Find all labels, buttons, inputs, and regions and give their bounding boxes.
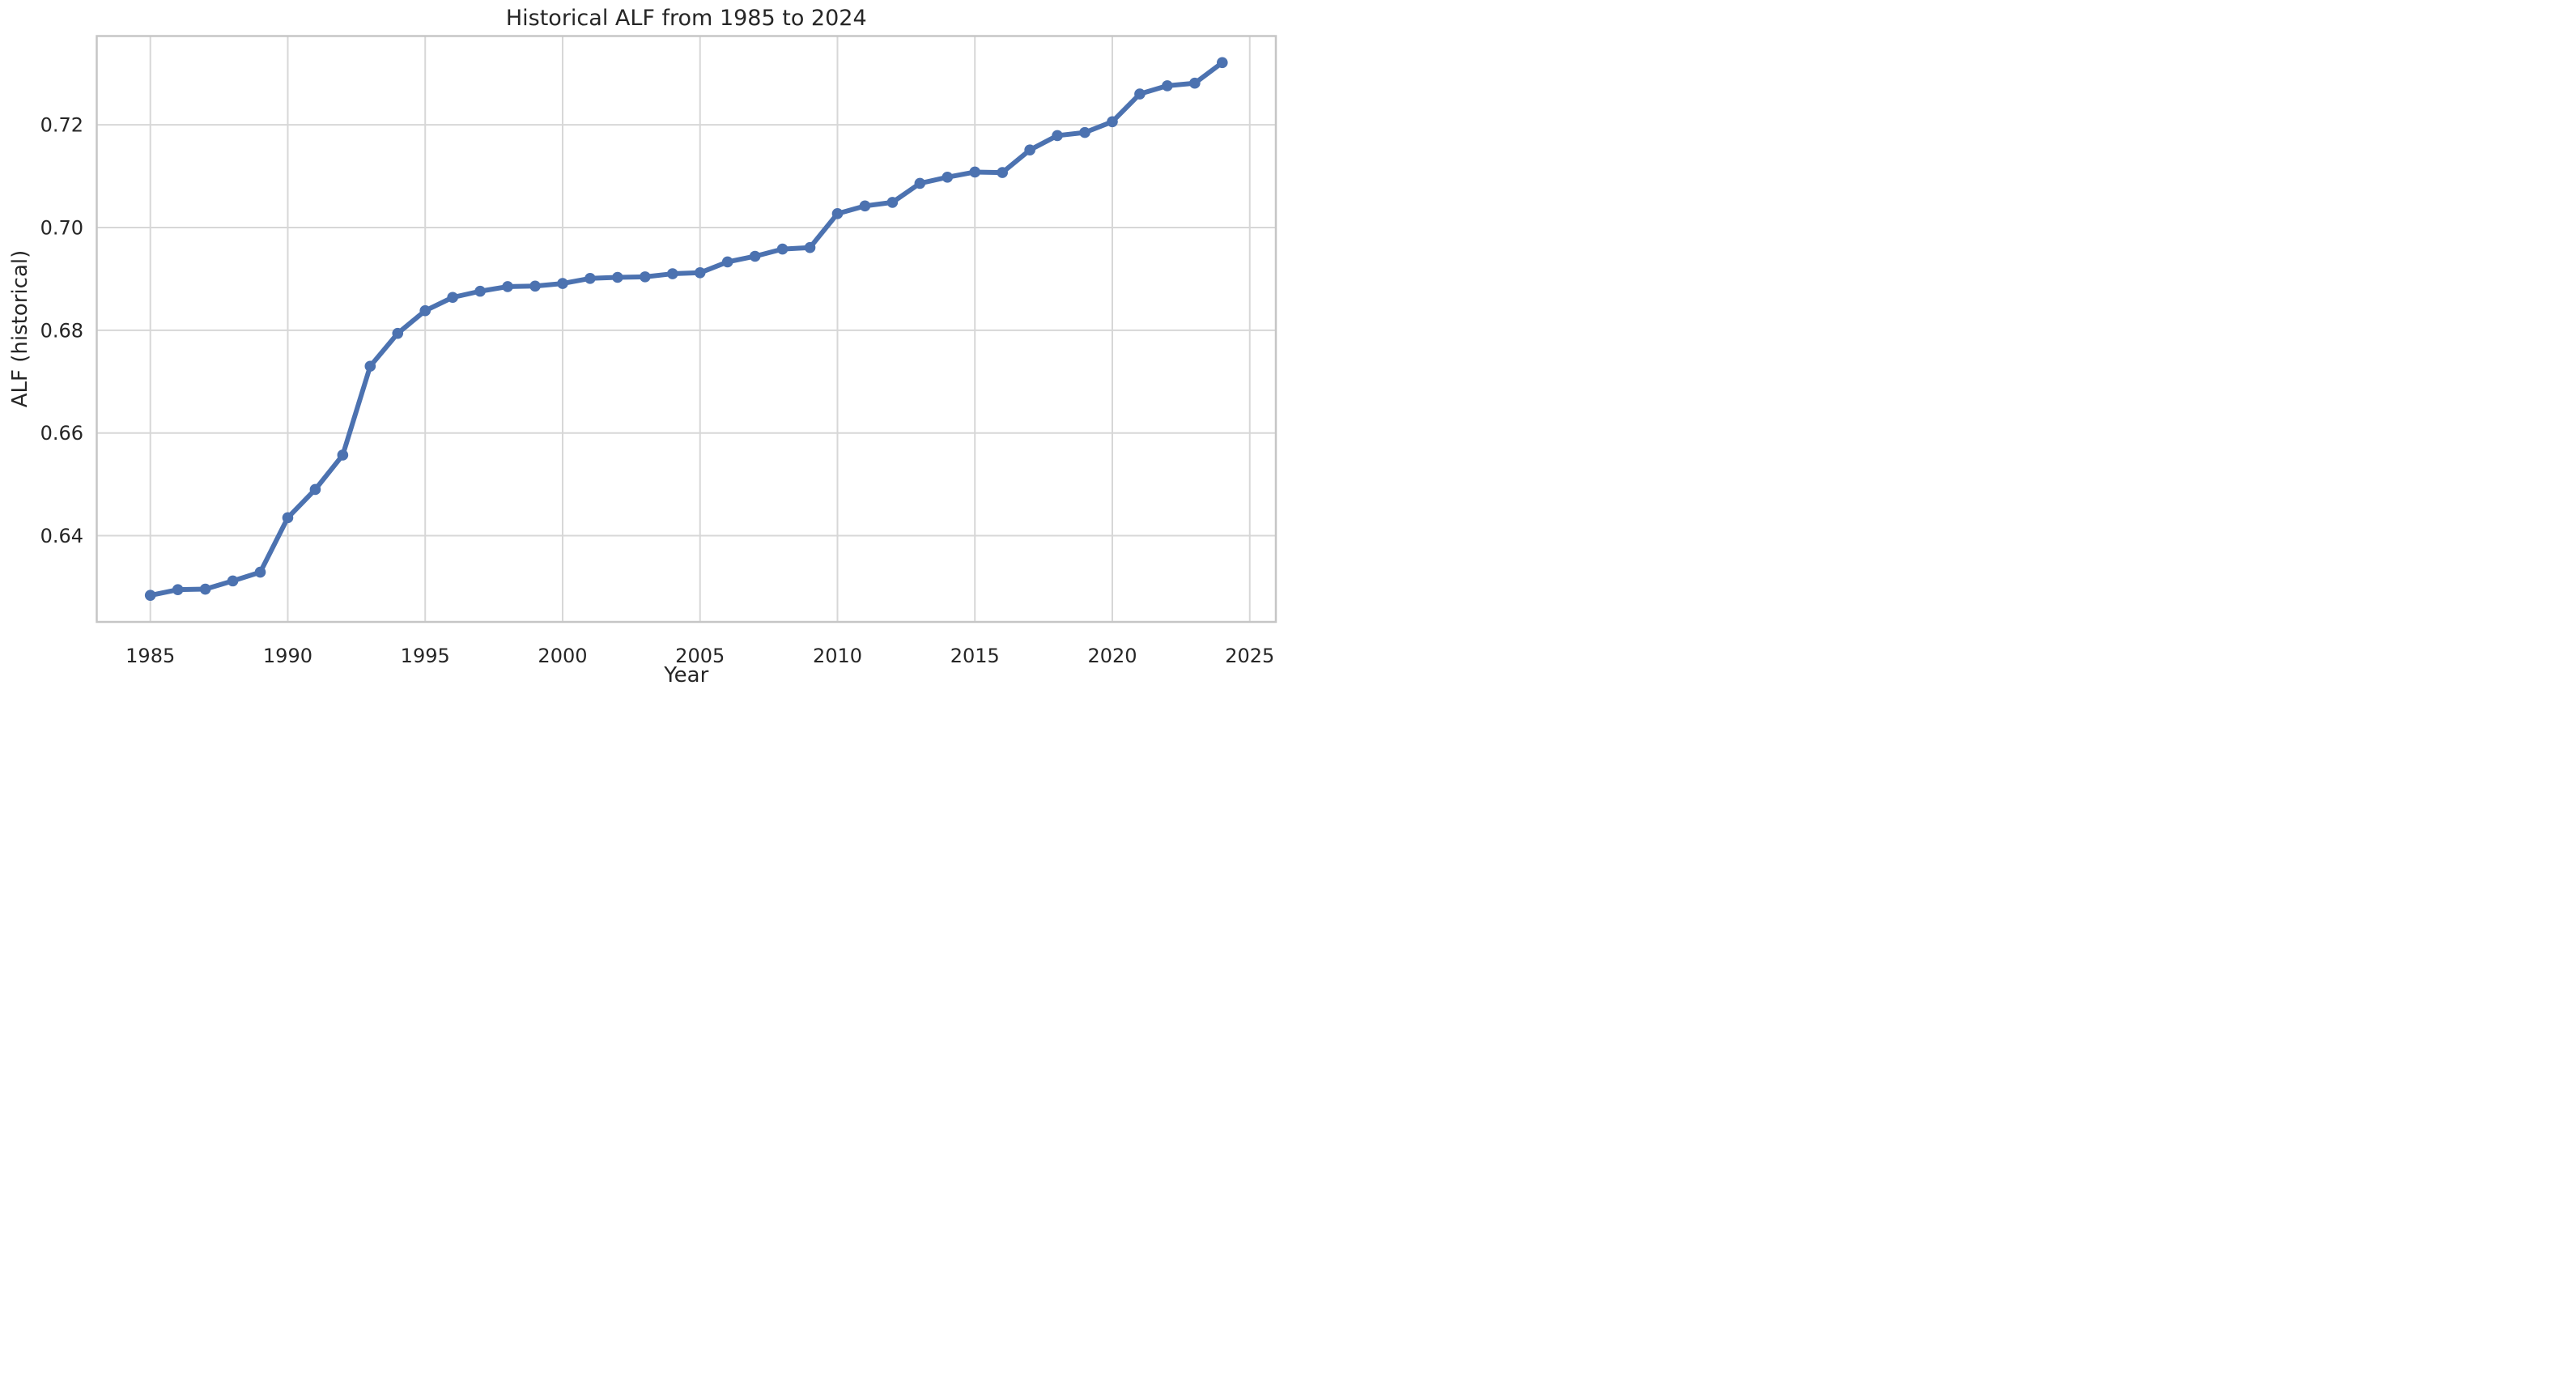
chart-title: Historical ALF from 1985 to 2024 xyxy=(506,6,867,31)
data-point-marker xyxy=(1107,116,1118,128)
x-tick-label: 1985 xyxy=(125,645,175,667)
x-tick-label: 2015 xyxy=(950,645,1000,667)
data-point-marker xyxy=(199,583,211,595)
y-tick-label: 0.72 xyxy=(40,114,83,137)
data-point-marker xyxy=(392,327,404,339)
y-tick-labels: 0.64 0.66 0.68 0.70 0.72 xyxy=(40,114,83,547)
data-point-marker xyxy=(447,292,458,304)
data-point-marker xyxy=(749,250,761,262)
plot-canvas: 1985 1990 1995 2000 2005 2010 2015 2020 2025 0.6… xyxy=(8,6,1277,688)
data-point-marker xyxy=(666,268,678,279)
data-point-marker xyxy=(502,281,513,292)
data-point-marker xyxy=(804,241,816,253)
data-point-marker xyxy=(364,360,376,372)
x-tick-label: 2010 xyxy=(813,645,862,667)
data-point-marker xyxy=(1024,144,1035,155)
x-tick-label: 2020 xyxy=(1087,645,1137,667)
data-point-marker xyxy=(612,271,623,283)
data-point-marker xyxy=(254,566,266,578)
data-point-marker xyxy=(1162,80,1173,92)
data-point-marker xyxy=(969,166,981,178)
data-point-marker xyxy=(1217,57,1228,69)
data-point-marker xyxy=(776,243,789,255)
data-point-marker xyxy=(172,584,184,595)
y-tick-label: 0.64 xyxy=(40,525,83,547)
data-point-marker xyxy=(584,272,596,284)
x-axis-label: Year xyxy=(663,663,708,688)
data-point-marker xyxy=(282,512,294,524)
chart-figure: 1985 1990 1995 2000 2005 2010 2015 2020 2025 0.6… xyxy=(0,0,1288,688)
data-point-marker xyxy=(557,278,568,289)
x-tick-label: 2000 xyxy=(538,645,587,667)
data-point-marker xyxy=(309,483,321,496)
y-tick-label: 0.66 xyxy=(40,422,83,445)
data-point-marker xyxy=(886,197,899,208)
data-point-marker xyxy=(1134,88,1146,100)
data-point-marker xyxy=(694,266,706,279)
data-point-marker xyxy=(942,172,954,183)
data-point-marker xyxy=(474,285,486,297)
data-point-marker xyxy=(419,304,431,317)
data-point-marker xyxy=(1052,130,1063,142)
series-line xyxy=(147,60,1225,598)
y-tick-label: 0.70 xyxy=(40,216,83,239)
data-point-marker xyxy=(831,208,844,219)
data-point-marker xyxy=(859,200,871,212)
plot-border xyxy=(96,35,1277,624)
data-point-marker xyxy=(144,590,156,601)
data-point-marker xyxy=(721,256,733,268)
x-tick-label: 2025 xyxy=(1225,645,1274,667)
data-point-marker xyxy=(997,167,1008,178)
data-point-marker xyxy=(1189,77,1201,89)
data-point-marker xyxy=(337,449,349,461)
data-point-marker xyxy=(529,280,541,292)
data-point-marker xyxy=(640,271,651,283)
x-tick-label: 1990 xyxy=(263,645,312,667)
data-point-marker xyxy=(227,575,239,587)
data-point-marker xyxy=(914,177,926,189)
y-axis-label: ALF (historical) xyxy=(8,250,32,408)
x-tick-label: 2005 xyxy=(675,645,725,667)
y-tick-label: 0.68 xyxy=(40,319,83,342)
x-tick-label: 1995 xyxy=(401,645,450,667)
gridlines xyxy=(96,36,1276,622)
data-point-marker xyxy=(1079,126,1090,138)
line-series xyxy=(144,57,1228,601)
x-tick-labels: 1985 1990 1995 2000 2005 2010 2015 2020 2025 xyxy=(125,645,1274,667)
